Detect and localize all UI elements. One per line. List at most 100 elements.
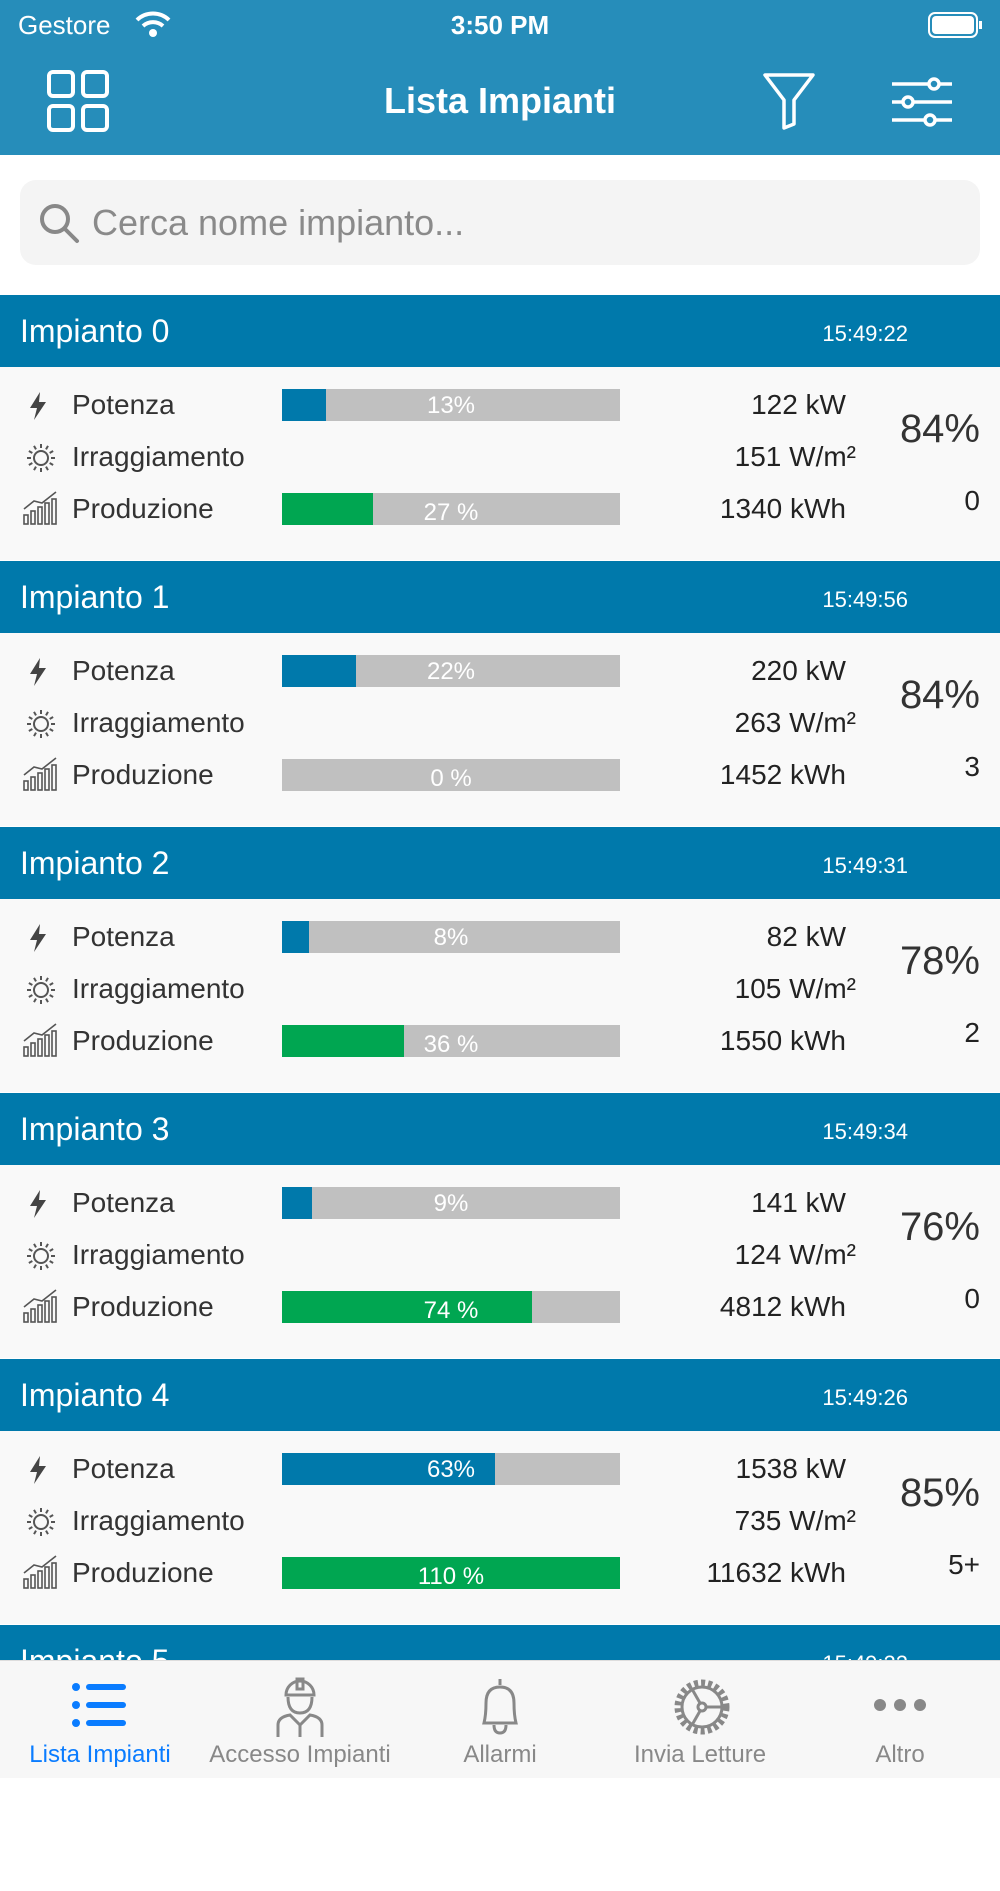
row-produzione: Produzione 27 % 1340 kWh [4, 489, 1000, 529]
lightning-icon [30, 924, 46, 952]
label-potenza: Potenza [72, 655, 175, 686]
power-value: 82 kW [766, 921, 846, 952]
row-irraggiamento: Irraggiamento 151 W/m² [4, 437, 1000, 477]
power-pct: 22% [426, 658, 476, 685]
production-chart-icon [23, 757, 57, 791]
row-irraggiamento: Irraggiamento 105 W/m² [4, 969, 1000, 1009]
row-potenza: Potenza 22% 220 kW [4, 651, 1000, 691]
plant-card[interactable]: Impianto 4 15:49:26 Potenza 63% 1538 kW I… [0, 1359, 1000, 1625]
row-irraggiamento: Irraggiamento 263 W/m² [4, 703, 1000, 743]
label-irraggiamento: Irraggiamento [72, 441, 245, 472]
gear-icon [674, 1679, 730, 1735]
more-icon [874, 1699, 926, 1711]
power-progress-bar: 22% [282, 655, 620, 687]
plant-time: 15:49:34 [822, 1119, 908, 1144]
tab-allarmi[interactable]: Allarmi [400, 1661, 600, 1779]
production-progress-bar: 36 % [282, 1025, 620, 1058]
list-icon [72, 1683, 126, 1727]
row-produzione: Produzione 0 % 1452 kWh [4, 755, 1000, 795]
worker-icon [276, 1677, 324, 1737]
production-bar-fill [282, 1025, 404, 1057]
production-pct: 110 % [417, 1563, 485, 1590]
power-bar-fill [282, 921, 310, 953]
plant-name: Impianto 0 [20, 313, 170, 349]
alarm-count: 2 [964, 1017, 980, 1048]
plant-card-header[interactable]: Impianto 1 15:49:56 [0, 561, 1000, 633]
plant-name: Impianto 2 [20, 845, 170, 881]
bell-icon [482, 1679, 518, 1735]
tab-bar: Lista Impianti Accesso Impianti Allarmi … [0, 1660, 1000, 1778]
performance-ratio: 78% [899, 939, 980, 983]
carrier: Gestore [18, 10, 111, 40]
plant-name: Impianto 1 [20, 579, 170, 615]
top-bar: Gestore 3:50 PM Lista Impianti [0, 0, 1000, 155]
alarm-count: 3 [964, 751, 980, 782]
power-bar-fill [282, 655, 357, 687]
plant-name: Impianto 3 [20, 1111, 170, 1147]
plant-card-body: Potenza 22% 220 kW Irraggiamento 263 W/m… [0, 633, 1000, 826]
plant-time: 15:49:26 [822, 1385, 908, 1410]
performance-ratio: 76% [899, 1205, 980, 1249]
power-bar-fill [282, 389, 326, 421]
plant-card-header[interactable]: Impianto 4 15:49:26 [0, 1359, 1000, 1431]
label-potenza: Potenza [72, 921, 175, 952]
production-progress-bar: 0 % [282, 759, 620, 792]
plant-card[interactable]: Impianto 2 15:49:31 Potenza 8% 82 kW Irra… [0, 827, 1000, 1093]
production-value: 4812 kWh [719, 1291, 846, 1322]
plant-card[interactable]: Impianto 1 15:49:56 Potenza 22% 220 kW Ir… [0, 561, 1000, 827]
plant-time: 15:49:22 [822, 321, 908, 346]
sun-icon [27, 1242, 55, 1270]
production-bar-fill [282, 493, 374, 525]
performance-ratio: 84% [899, 673, 980, 717]
tab-accesso-impianti[interactable]: Accesso Impianti [200, 1661, 400, 1779]
production-pct: 27 % [423, 499, 479, 526]
row-potenza: Potenza 13% 122 kW [4, 385, 1000, 425]
production-value: 11632 kWh [706, 1557, 846, 1588]
irradiance-value: 105 W/m² [734, 973, 856, 1004]
sun-icon [27, 444, 55, 472]
search-bar [20, 180, 980, 265]
label-potenza: Potenza [72, 1453, 175, 1484]
page-title: Lista Impianti [383, 80, 617, 121]
plant-card-header[interactable]: Impianto 2 15:49:31 [0, 827, 1000, 899]
battery-icon [928, 12, 982, 38]
plant-card[interactable]: Impianto 0 15:49:22 Potenza 13% 122 kW Ir… [0, 295, 1000, 561]
tab-altro[interactable]: Altro [800, 1661, 1000, 1779]
search-icon [40, 204, 79, 243]
plant-card-body: Potenza 8% 82 kW Irraggiamento 105 W/m² … [0, 899, 1000, 1092]
label-irraggiamento: Irraggiamento [72, 973, 245, 1004]
tab-lista-impianti[interactable]: Lista Impianti [0, 1661, 200, 1779]
label-produzione: Produzione [72, 1557, 214, 1588]
power-progress-bar: 8% [282, 921, 620, 953]
label-potenza: Potenza [72, 389, 175, 420]
row-irraggiamento: Irraggiamento 124 W/m² [4, 1235, 1000, 1275]
wifi-icon [135, 11, 171, 37]
power-value: 1538 kW [735, 1453, 847, 1484]
grid-icon[interactable] [47, 70, 109, 132]
row-produzione: Produzione 36 % 1550 kWh [4, 1021, 1000, 1061]
plant-card-body: Potenza 9% 141 kW Irraggiamento 124 W/m²… [0, 1165, 1000, 1358]
plant-name: Impianto 4 [20, 1377, 170, 1413]
plant-card-header[interactable]: Impianto 0 15:49:22 [0, 295, 1000, 367]
power-value: 141 kW [751, 1187, 846, 1218]
sun-icon [27, 1508, 55, 1536]
production-value: 1550 kWh [719, 1025, 846, 1056]
plant-card-header[interactable]: Impianto 3 15:49:34 [0, 1093, 1000, 1165]
tab-invia-letture[interactable]: Invia Letture [600, 1661, 800, 1779]
alarm-count: 5+ [948, 1549, 980, 1580]
filter-icon[interactable] [762, 72, 816, 130]
plant-card[interactable]: Impianto 3 15:49:34 Potenza 9% 141 kW Irr… [0, 1093, 1000, 1359]
label-potenza: Potenza [72, 1187, 175, 1218]
power-pct: 13% [426, 392, 476, 419]
production-bar-fill [282, 1557, 620, 1589]
production-value: 1452 kWh [719, 759, 846, 790]
performance-ratio: 85% [899, 1471, 980, 1515]
sliders-icon[interactable] [890, 76, 954, 128]
production-progress-bar: 74 % [282, 1291, 620, 1324]
search-input[interactable] [92, 180, 952, 265]
power-progress-bar: 13% [282, 389, 620, 421]
label-irraggiamento: Irraggiamento [72, 1239, 245, 1270]
power-value: 122 kW [751, 389, 846, 420]
production-pct: 36 % [423, 1031, 479, 1058]
plant-card-body: Potenza 13% 122 kW Irraggiamento 151 W/m… [0, 367, 1000, 560]
